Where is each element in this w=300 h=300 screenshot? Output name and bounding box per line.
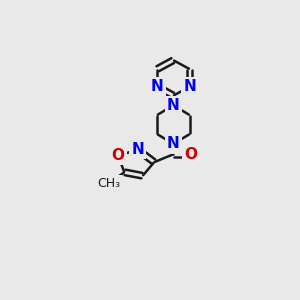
Text: O: O (185, 147, 198, 162)
Text: N: N (167, 136, 180, 152)
Text: N: N (167, 98, 180, 113)
Text: N: N (183, 79, 196, 94)
Text: CH₃: CH₃ (97, 177, 120, 190)
Text: O: O (111, 148, 124, 163)
Text: N: N (131, 142, 144, 157)
Text: N: N (151, 79, 164, 94)
